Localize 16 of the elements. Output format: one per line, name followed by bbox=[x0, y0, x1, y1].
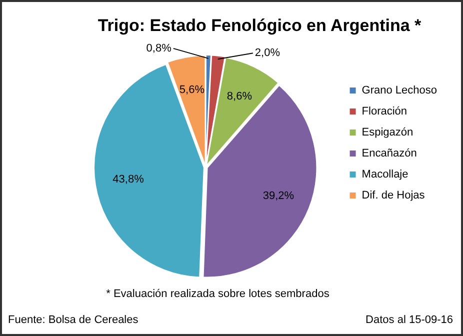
data-label: 0,8% bbox=[146, 42, 172, 54]
data-label: 2,0% bbox=[254, 47, 280, 60]
data-label: 5,6% bbox=[179, 84, 205, 96]
data-label: 8,6% bbox=[226, 90, 252, 103]
legend-label: Grano Lechoso bbox=[362, 84, 437, 97]
legend-label: Macollaje bbox=[362, 168, 408, 181]
text: * Evaluación realizada sobre lotes sembrados bbox=[106, 288, 330, 300]
chart-title: Trigo: Estado Fenológico en Argentina * bbox=[98, 16, 422, 35]
legend-label: Encañazón bbox=[362, 148, 417, 160]
legend-label: Espigazón bbox=[362, 126, 414, 139]
legend-label: Dif. de Hojas bbox=[362, 190, 426, 202]
text: Datos al 15-09-16 bbox=[366, 314, 453, 326]
source-note: Fuente: Bolsa de Cereales bbox=[8, 314, 139, 326]
data-label: 43,8% bbox=[112, 173, 144, 186]
legend-label: Floración bbox=[362, 106, 408, 118]
data-label: 39,2% bbox=[262, 190, 294, 202]
